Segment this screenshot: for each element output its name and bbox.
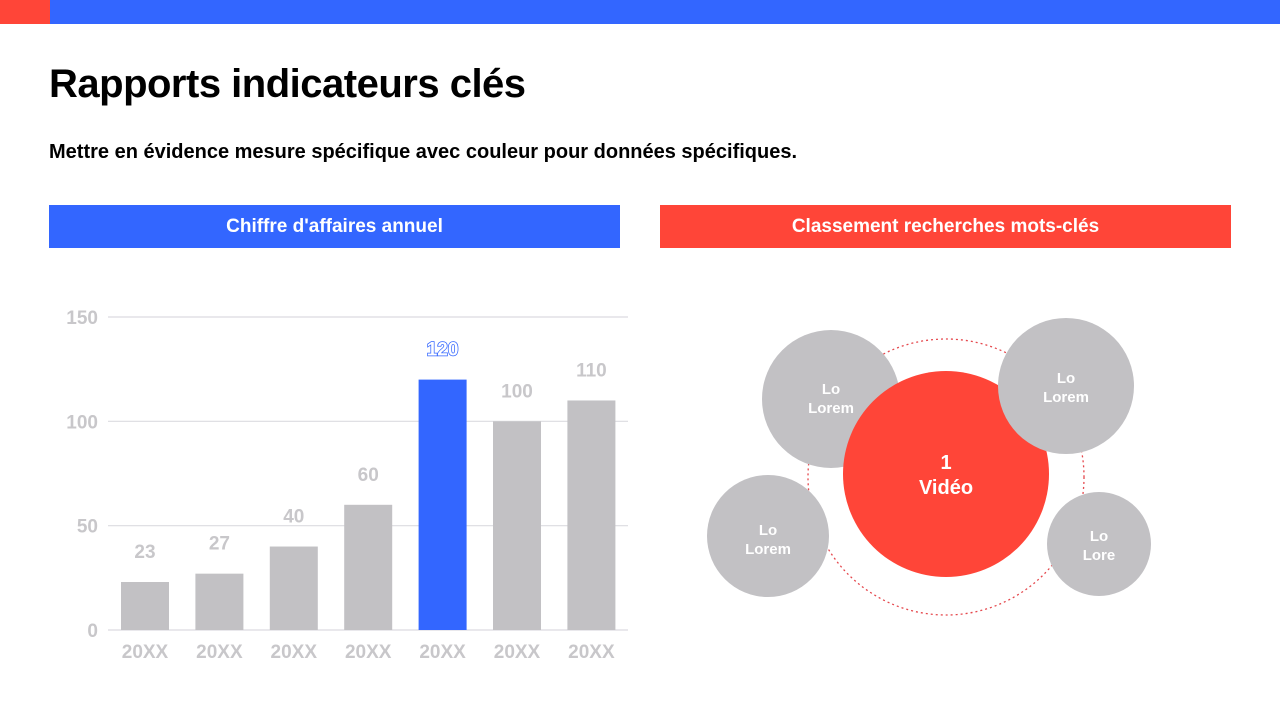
bubble-label-2: Lorem (745, 541, 791, 558)
top-accent-bar (0, 0, 1280, 24)
bar (344, 504, 393, 630)
y-tick-label: 0 (87, 621, 98, 642)
y-tick-label: 150 (66, 308, 98, 329)
data-label: 23 (134, 542, 155, 563)
y-tick-label: 100 (66, 412, 98, 433)
bubble-label-1: Lo (1090, 528, 1108, 545)
bubble-label-1: Lo (759, 522, 777, 539)
bubble-top-right: Lo Lorem (998, 318, 1134, 454)
center-rank: 1 (940, 452, 951, 474)
bar (567, 400, 616, 630)
data-label: 110 (576, 360, 607, 381)
bar (418, 379, 467, 630)
bar (121, 582, 169, 630)
top-accent-red (0, 0, 50, 24)
bubble-label-2: Lore (1083, 547, 1116, 564)
center-label: Vidéo (919, 477, 973, 499)
data-label: 120 (427, 340, 459, 361)
bar (269, 546, 318, 630)
bubble-bottom-right: Lo Lore (1047, 492, 1151, 596)
bubble-bottom-left: Lo Lorem (707, 475, 829, 597)
x-tick-label: 20XX (568, 642, 615, 663)
y-tick-label: 50 (77, 517, 98, 538)
x-tick-label: 20XX (122, 642, 169, 663)
bubble-diagram-header: Classement recherches mots-clés (660, 205, 1231, 248)
bubble-label-2: Lorem (808, 400, 854, 417)
x-tick-label: 20XX (271, 642, 318, 663)
data-label: 100 (501, 381, 533, 402)
x-tick-label: 20XX (196, 642, 243, 663)
data-label: 40 (283, 507, 304, 528)
center-bubble: 1 Vidéo (843, 371, 1049, 577)
bubble-label-1: Lo (1057, 370, 1075, 387)
x-tick-label: 20XX (345, 642, 392, 663)
x-tick-label: 20XX (419, 642, 466, 663)
bar (493, 421, 541, 630)
bubble-label-1: Lo (822, 381, 840, 398)
data-label: 27 (209, 534, 230, 555)
data-label: 60 (358, 465, 379, 486)
dotted-orbit (807, 338, 1085, 616)
bar-chart-header: Chiffre d'affaires annuel (49, 205, 620, 248)
x-tick-label: 20XX (494, 642, 541, 663)
bubble-label-2: Lorem (1043, 389, 1089, 406)
page-subtitle: Mettre en évidence mesure spécifique ave… (49, 141, 798, 163)
page-title: Rapports indicateurs clés (49, 62, 526, 106)
bar (195, 573, 244, 630)
bar-chart: 0 50 100 150 23 20XX 27 20XX 40 20XX 60 20XX 120 20XX… (66, 308, 628, 663)
